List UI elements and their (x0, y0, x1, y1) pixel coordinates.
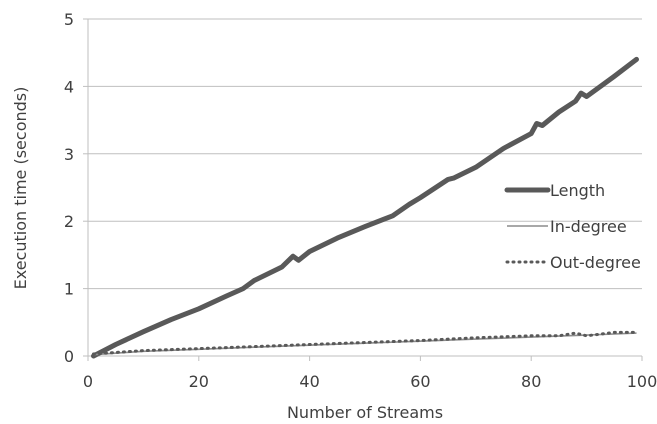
series-lines (91, 56, 639, 359)
x-tick-label-60: 60 (410, 372, 430, 391)
x-tick-label-100: 100 (627, 372, 657, 391)
y-tick-label-4: 4 (64, 77, 74, 96)
x-tick-label-80: 80 (521, 372, 541, 391)
x-tick-label-40: 40 (299, 372, 319, 391)
legend: Length In-degree Out-degree (504, 181, 641, 272)
y-tick-label-1: 1 (64, 280, 74, 299)
y-tick-label-2: 2 (64, 212, 74, 231)
x-tick-label-0: 0 (83, 372, 93, 391)
series-line-out-degree (92, 330, 638, 356)
y-axis-title: Execution time (seconds) (11, 87, 30, 290)
legend-label-out-degree: Out-degree (550, 253, 641, 272)
y-tick-label-3: 3 (64, 145, 74, 164)
x-axis-title: Number of Streams (287, 403, 443, 422)
y-tick-label-0: 0 (64, 347, 74, 366)
gridlines (88, 18, 642, 290)
x-tick-labels: 0 20 40 60 80 100 (83, 372, 657, 391)
axes (83, 18, 643, 361)
legend-label-in-degree: In-degree (550, 217, 627, 236)
x-tick-label-20: 20 (189, 372, 209, 391)
legend-label-length: Length (550, 181, 605, 200)
y-tick-label-5: 5 (64, 10, 74, 29)
y-tick-labels: 0 1 2 3 4 5 (64, 10, 74, 366)
series-line-length (91, 56, 639, 359)
